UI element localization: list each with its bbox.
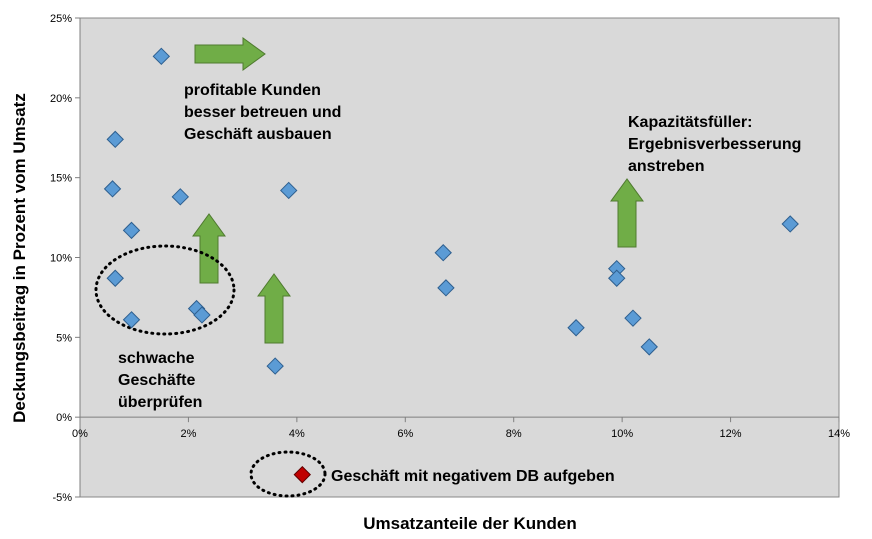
data-point [171,188,190,206]
x-tick-label: 14% [828,428,850,440]
annotation-profitable-line: Geschäft ausbauen [184,126,332,143]
data-point [437,279,455,297]
x-tick-label: 6% [397,428,413,440]
y-tick-label: -5% [52,492,72,504]
data-point [106,130,124,149]
annotation-shapes [94,37,644,498]
data-point [193,306,211,324]
annotation-capacity: Kapazitätsfüller: Ergebnisverbesserung a… [628,114,806,175]
arrow-right-icon [194,37,266,71]
annotation-weak-line: überprüfen [118,394,202,411]
annotation-profitable: profitable Kunden besser betreuen und Ge… [184,82,346,143]
negative-db-ellipse [249,450,327,498]
data-point [640,338,658,356]
x-tick-label: 4% [289,428,305,440]
arrow-up-icon [192,213,226,284]
annotation-negative: Geschäft mit negativem DB aufgeben [331,468,615,485]
data-point [122,311,141,329]
y-tick-label: 10% [50,253,72,265]
data-point [624,309,642,327]
data-point [152,47,171,66]
x-tick-label: 10% [611,428,633,440]
x-axis: 0% 2% 4% 6% 8% 10% 12% 14% [72,416,850,440]
data-point [122,221,141,240]
x-axis-title: Umsatzanteile der Kunden [363,514,577,533]
x-tick-label: 0% [72,428,88,440]
negative-db-point [293,465,311,484]
data-point [103,180,122,198]
annotation-capacity-line: Kapazitätsfüller: [628,114,752,131]
data-point [106,269,124,287]
x-tick-label: 12% [720,428,742,440]
annotation-profitable-line: besser betreuen und [184,104,341,121]
data-points [103,47,799,484]
annotation-weak: schwache Geschäfte überprüfen [118,350,202,411]
annotation-capacity-line: Ergebnisverbesserung [628,136,801,153]
x-tick-label: 2% [180,428,196,440]
y-tick-label: 20% [50,93,72,105]
arrow-up-icon [257,273,291,344]
y-tick-label: 15% [50,173,72,185]
y-tick-label: 25% [50,13,72,25]
data-point [280,181,298,200]
annotation-capacity-line: anstreben [628,158,704,175]
x-tick-label: 8% [506,428,522,440]
data-point [434,244,452,262]
annotation-weak-line: Geschäfte [118,372,195,389]
data-point [567,319,585,337]
y-axis-title: Deckungsbeitrag in Prozent vom Umsatz [10,93,29,423]
data-point [266,357,284,375]
y-tick-label: 0% [56,412,72,424]
annotation-weak-line: schwache [118,350,195,367]
data-point [781,215,799,233]
y-tick-label: 5% [56,332,72,344]
data-point [608,269,626,287]
annotation-profitable-line: profitable Kunden [184,82,321,99]
weak-business-ellipse [94,244,236,336]
arrow-up-icon [610,178,644,248]
